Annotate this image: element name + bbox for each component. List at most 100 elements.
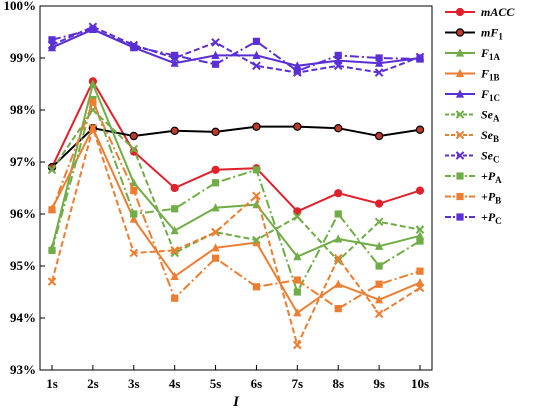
legend-label: mF1 — [481, 26, 503, 42]
series-line — [51, 125, 421, 315]
legend-swatch-marker — [456, 213, 464, 221]
data-point — [48, 246, 56, 254]
data-point — [374, 131, 384, 141]
data-point — [293, 308, 302, 317]
legend-label: mACC — [481, 5, 515, 19]
data-point — [334, 279, 343, 288]
x-tick-label: 6s — [251, 376, 263, 391]
data-point — [334, 305, 342, 313]
legend-swatch-marker — [455, 48, 465, 57]
data-point — [48, 206, 56, 214]
series-line — [51, 96, 421, 295]
data-point — [374, 217, 384, 227]
series-line — [51, 25, 421, 74]
data-point — [416, 55, 424, 63]
legend-entry: +PC — [445, 210, 502, 226]
data-point — [130, 42, 138, 51]
series-line — [51, 124, 421, 348]
y-tick-label: 100% — [4, 0, 37, 13]
data-point — [293, 207, 302, 216]
data-point — [415, 186, 425, 195]
data-point — [293, 61, 302, 70]
x-tick-label: 10s — [411, 376, 429, 391]
data-point — [374, 309, 384, 319]
data-point — [293, 340, 302, 350]
series--pb — [48, 98, 424, 313]
series--pc — [48, 25, 424, 75]
data-point — [252, 50, 261, 59]
legend-entry: F1B — [445, 67, 500, 83]
legend-swatch-marker — [455, 130, 465, 140]
legend-entry: +PA — [445, 169, 502, 185]
data-point — [333, 61, 343, 71]
legend-swatch-marker — [455, 151, 465, 160]
series-f1b — [47, 123, 425, 317]
data-point — [375, 199, 384, 208]
data-point — [415, 231, 425, 240]
series-sec — [47, 22, 425, 77]
data-point — [334, 123, 343, 133]
legend-swatch-marker — [456, 172, 464, 180]
data-point — [375, 295, 384, 304]
plot-area — [39, 5, 433, 371]
data-point — [293, 288, 301, 296]
data-point — [375, 262, 383, 270]
data-point — [47, 43, 57, 52]
x-tick-label: 7s — [292, 376, 304, 391]
data-point — [170, 58, 179, 67]
legend-swatch-marker — [455, 28, 465, 37]
data-point — [252, 166, 261, 174]
data-point — [47, 277, 57, 286]
legend-entry: SeA — [445, 108, 500, 124]
legend-label: +PB — [481, 190, 501, 206]
y-tick-label: 97% — [10, 154, 36, 169]
data-point — [211, 50, 220, 59]
data-point — [293, 122, 302, 131]
data-point — [334, 51, 342, 59]
y-axis-ticks: 93% 94% 95% 96% 97% 98% 99% 100% — [4, 0, 45, 377]
data-point — [170, 226, 179, 235]
legend-label: F1C — [480, 87, 500, 103]
data-point — [334, 189, 343, 198]
legend-swatch-marker — [455, 110, 465, 119]
data-point — [252, 191, 261, 201]
data-point — [211, 254, 220, 262]
x-tick-label: 5s — [210, 376, 222, 391]
legend-entry: SeB — [445, 128, 499, 144]
legend-swatch-marker — [456, 192, 464, 201]
data-point — [211, 127, 220, 137]
legend-entry: F1A — [445, 46, 501, 62]
data-point — [211, 179, 220, 187]
data-point — [88, 123, 98, 133]
legend-entry: F1C — [445, 87, 500, 103]
data-point — [252, 37, 261, 45]
data-point — [88, 79, 97, 88]
x-tick-label: 4s — [169, 376, 181, 391]
data-point — [415, 278, 425, 287]
x-tick-label: 8s — [332, 376, 344, 391]
legend-label: SeA — [481, 108, 500, 124]
legend-label: SeC — [481, 149, 500, 165]
series-layer — [47, 22, 425, 350]
legend-entry: SeC — [445, 149, 500, 165]
data-point — [211, 227, 220, 237]
data-point — [334, 234, 343, 243]
data-point — [416, 237, 424, 245]
data-point — [129, 144, 139, 154]
x-tick-label: 2s — [87, 376, 99, 391]
data-point — [334, 56, 343, 65]
series-line — [51, 108, 421, 263]
data-point — [171, 294, 179, 302]
data-point — [293, 276, 301, 284]
data-point — [375, 54, 383, 62]
y-tick-label: 93% — [10, 362, 36, 377]
data-point — [170, 271, 179, 280]
legend-entry: +PB — [445, 190, 501, 206]
data-point — [333, 253, 343, 263]
data-point — [170, 246, 179, 255]
legend-swatch-marker — [455, 7, 465, 17]
data-point — [293, 252, 302, 261]
data-point — [170, 126, 179, 136]
data-point — [375, 241, 384, 250]
